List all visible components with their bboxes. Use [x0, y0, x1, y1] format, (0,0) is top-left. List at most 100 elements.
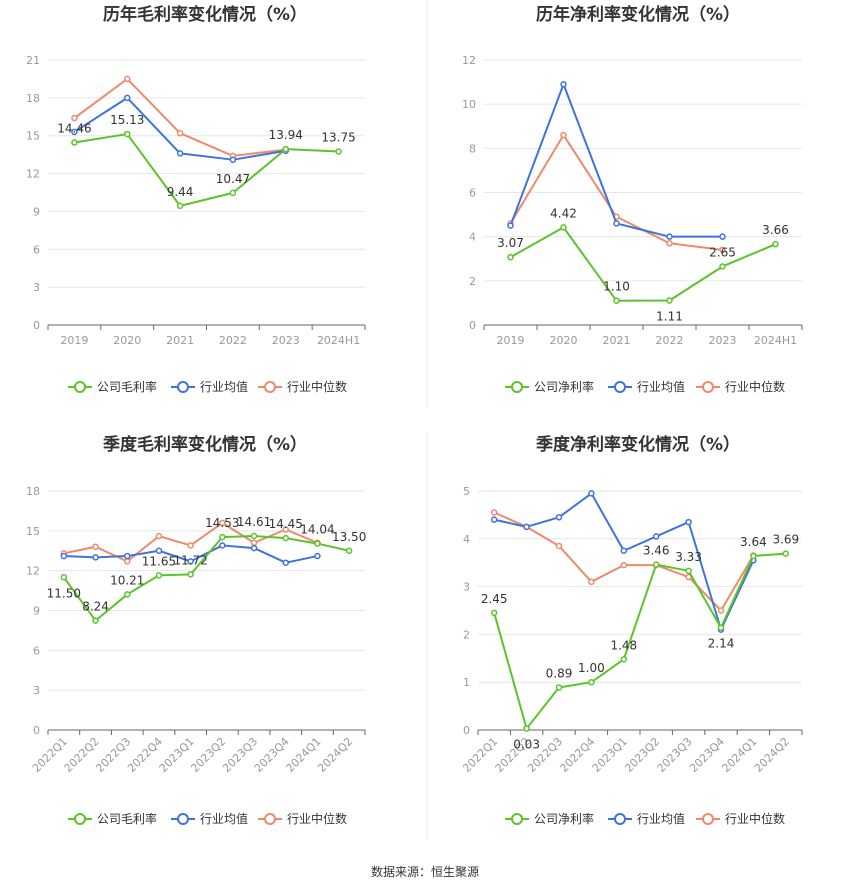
data-point-company [555, 684, 563, 691]
legend-label: 行业中位数 [725, 811, 785, 826]
legend-item-avg[interactable]: 行业均值 [171, 811, 248, 826]
data-label: 3.64 [740, 535, 767, 549]
y-tick-label: 6 [33, 243, 40, 256]
data-point-company [750, 552, 757, 560]
x-tick-label: 2023Q3 [655, 735, 695, 775]
y-tick-label: 0 [33, 319, 40, 332]
series-line-avg [493, 492, 755, 631]
legend-label: 行业均值 [200, 379, 248, 394]
data-point-company [314, 540, 321, 547]
data-point-avg [523, 523, 530, 531]
y-tick-label: 4 [469, 231, 476, 244]
x-tick-label: 2024Q1 [719, 735, 759, 775]
data-point-avg [314, 552, 321, 560]
legend-marker-icon [74, 813, 86, 825]
legend-item-avg[interactable]: 行业均值 [171, 379, 248, 394]
data-point-avg [124, 94, 131, 102]
data-point-company [666, 297, 673, 304]
legend-label: 行业中位数 [287, 379, 347, 394]
data-point-avg [652, 533, 660, 540]
legend-item-median[interactable]: 行业中位数 [696, 379, 785, 394]
chart-panel: 历年净利率变化情况（%） 0 2 4 6 8 10 12 2019 2020 2021 2022 202… [462, 4, 803, 394]
chart-title: 季度毛利率变化情况（%） [103, 434, 307, 455]
x-tick-label: 2024Q2 [752, 735, 792, 775]
data-point-median [92, 543, 99, 551]
legend-item-company[interactable]: 公司净利率 [505, 811, 594, 826]
data-label: 13.50 [332, 530, 366, 544]
x-tick-label: 2020 [550, 334, 578, 347]
legend-label: 行业均值 [637, 379, 685, 394]
data-point-company [719, 263, 726, 270]
legend-item-company[interactable]: 公司毛利率 [68, 811, 157, 826]
x-tick-label: 2024H1 [754, 334, 797, 347]
legend-item-median[interactable]: 行业中位数 [258, 379, 347, 394]
y-tick-label: 12 [26, 168, 40, 181]
chart-panel: 历年毛利率变化情况（%） 0 3 6 9 12 15 18 21 2019 2020 2021 2022… [26, 4, 366, 394]
data-label: 2.65 [709, 245, 736, 259]
legend-item-avg[interactable]: 行业均值 [608, 811, 685, 826]
x-tick-label: 2024Q2 [315, 735, 355, 775]
data-point-avg [719, 233, 726, 240]
data-point-median [176, 129, 184, 137]
data-point-avg [282, 559, 289, 566]
data-point-company [345, 547, 353, 554]
x-tick-label: 2022Q1 [460, 735, 500, 775]
x-tick-label: 2019 [60, 334, 88, 347]
data-point-company [560, 224, 567, 231]
data-label: 1.11 [656, 309, 683, 323]
legend-marker-icon [614, 813, 626, 825]
legend-item-company[interactable]: 公司净利率 [505, 379, 594, 394]
data-point-median [219, 519, 226, 527]
x-tick-label: 2019 [497, 334, 525, 347]
x-tick-label: 2020 [113, 334, 141, 347]
legend-item-company[interactable]: 公司毛利率 [68, 379, 157, 394]
legend-label: 行业均值 [200, 811, 248, 826]
x-tick-label: 2021 [166, 334, 194, 347]
data-label: 10.21 [110, 573, 144, 587]
y-tick-label: 2 [463, 628, 470, 641]
data-label: 1.48 [610, 638, 637, 652]
data-point-avg [507, 222, 514, 229]
x-tick-label: 2023Q1 [590, 735, 630, 775]
y-tick-label: 3 [463, 581, 470, 594]
data-point-median [490, 509, 498, 516]
series-line-median [493, 511, 755, 612]
x-tick-label: 2024H1 [317, 334, 360, 347]
legend-label: 行业均值 [637, 811, 685, 826]
series-line-company [493, 552, 786, 730]
data-point-company [772, 240, 779, 248]
x-tick-label: 2022 [219, 334, 247, 347]
legend-item-median[interactable]: 行业中位数 [696, 811, 785, 826]
data-point-company [250, 532, 258, 540]
y-tick-label: 21 [26, 54, 40, 67]
y-tick-label: 5 [463, 485, 470, 498]
data-point-median [124, 558, 131, 565]
legend-label: 公司毛利率 [97, 811, 157, 826]
series-line-company [510, 226, 776, 302]
data-label: 4.42 [550, 206, 577, 220]
data-point-median [620, 561, 628, 569]
data-label: 3.69 [772, 533, 799, 547]
data-point-avg [250, 544, 258, 552]
data-label: 2.14 [708, 637, 735, 651]
data-point-company [335, 148, 342, 155]
legend-item-median[interactable]: 行业中位数 [258, 811, 347, 826]
legend-marker-icon [702, 813, 714, 825]
data-point-company [613, 297, 620, 304]
data-point-company [219, 533, 226, 541]
legend-label: 行业中位数 [725, 379, 785, 394]
data-point-company [187, 571, 194, 578]
data-label: 3.07 [497, 236, 524, 250]
data-point-avg [620, 547, 628, 554]
data-label: 14.45 [269, 517, 303, 531]
data-point-median [666, 240, 673, 247]
x-tick-label: 2023 [709, 334, 737, 347]
data-label: 3.46 [643, 544, 670, 558]
data-label: 13.94 [269, 128, 303, 142]
data-point-avg [92, 554, 99, 561]
x-tick-label: 2022Q4 [557, 735, 597, 775]
data-point-avg [71, 128, 78, 136]
series-line-median [73, 77, 286, 157]
legend-item-avg[interactable]: 行业均值 [608, 379, 685, 394]
data-point-company [71, 139, 78, 146]
